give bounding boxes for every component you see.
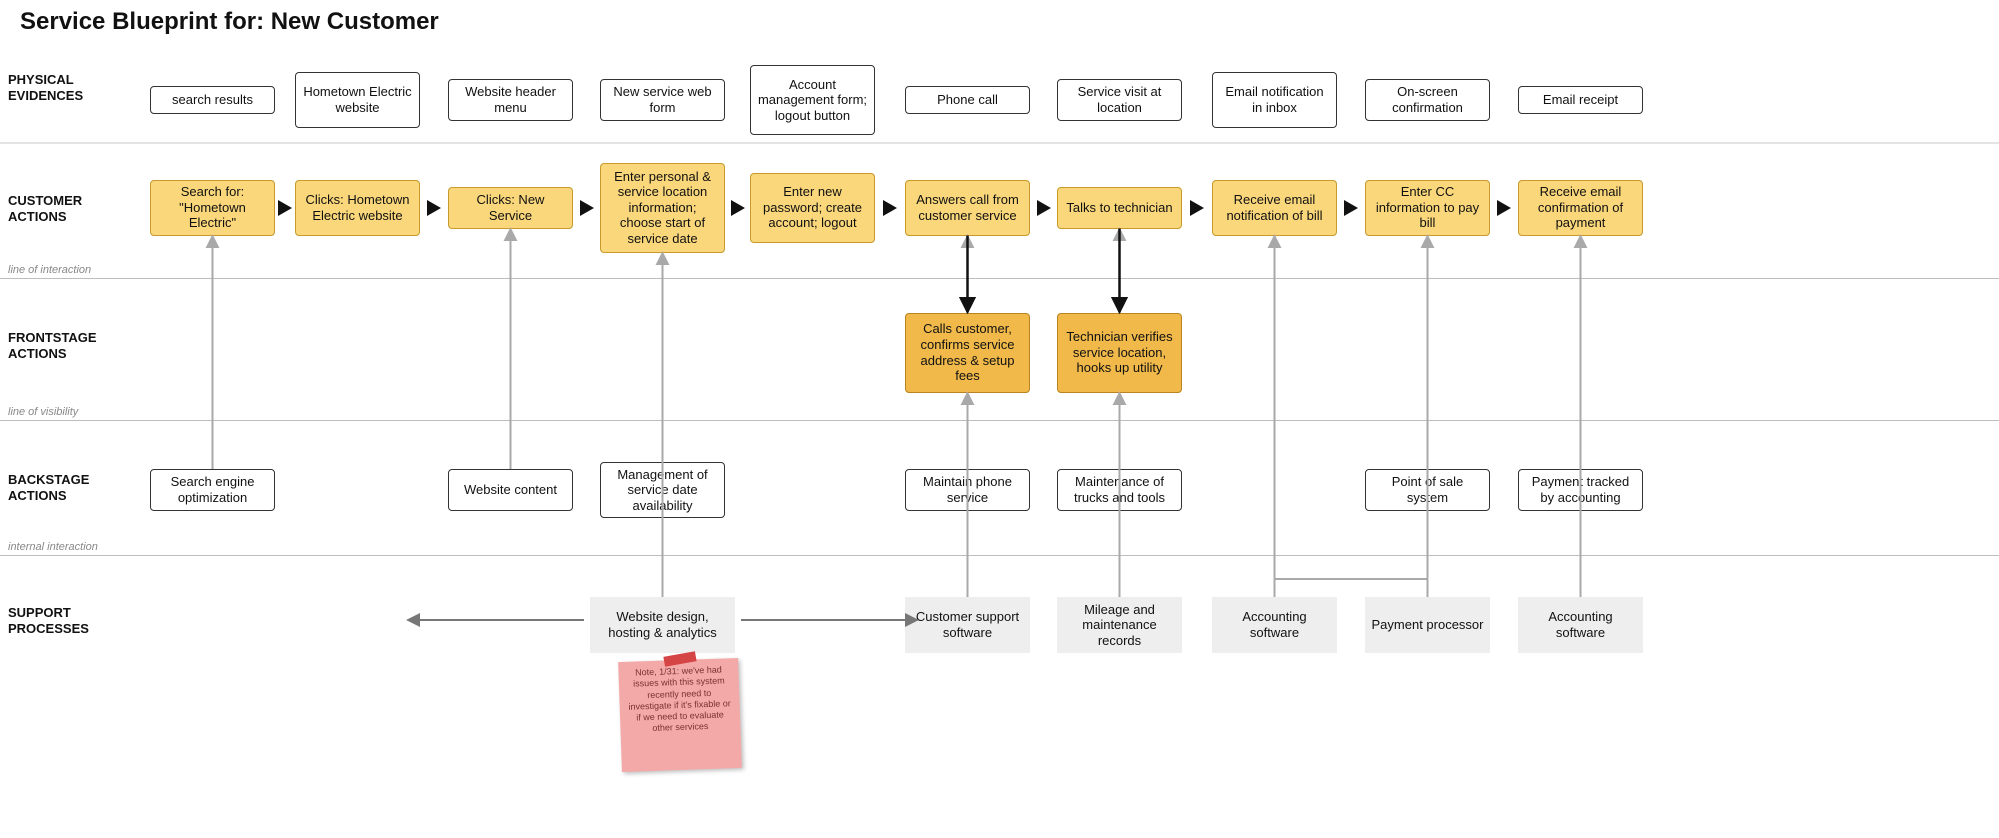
physical-evidence-1: Hometown Electric website — [295, 72, 420, 128]
customer-action-7: Receive email notification of bill — [1212, 180, 1337, 236]
divider-label-internal_interaction: internal interaction — [8, 541, 98, 553]
row-label-support_processes: SUPPORT PROCESSES — [8, 605, 120, 638]
flow-arrow-0-1 — [278, 200, 292, 216]
flow-arrow-3-4 — [731, 200, 745, 216]
flow-arrow-1-2 — [427, 200, 441, 216]
backstage-action-1: Website content — [448, 469, 573, 511]
frontstage-action-0: Calls customer, confirms service address… — [905, 313, 1030, 393]
customer-action-8: Enter CC information to pay bill — [1365, 180, 1490, 236]
backstage-action-4: Maintenance of trucks and tools — [1057, 469, 1182, 511]
row-label-backstage_actions: BACKSTAGE ACTIONS — [8, 472, 120, 505]
support-process-2: Mileage and maintenance records — [1057, 597, 1182, 653]
customer-action-3: Enter personal & service location inform… — [600, 163, 725, 253]
backstage-action-3: Maintain phone service — [905, 469, 1030, 511]
physical-evidence-4: Account management form; logout button — [750, 65, 875, 135]
flow-arrow-2-3 — [580, 200, 594, 216]
support-process-4: Payment processor — [1365, 597, 1490, 653]
divider-below-evidence — [0, 142, 1999, 144]
customer-action-2: Clicks: New Service — [448, 187, 573, 229]
physical-evidence-3: New service web form — [600, 79, 725, 121]
frontstage-action-1: Technician verifies service location, ho… — [1057, 313, 1182, 393]
customer-action-0: Search for: "Hometown Electric" — [150, 180, 275, 236]
physical-evidence-5: Phone call — [905, 86, 1030, 114]
row-label-customer_actions: CUSTOMER ACTIONS — [8, 193, 120, 226]
backstage-action-2: Management of service date availability — [600, 462, 725, 518]
support-process-5: Accounting software — [1518, 597, 1643, 653]
divider-label-line_of_interaction: line of interaction — [8, 264, 91, 276]
canvas: Service Blueprint for: New Customer PHYS… — [0, 0, 1999, 838]
physical-evidence-6: Service visit at location — [1057, 79, 1182, 121]
row-label-frontstage_actions: FRONTSTAGE ACTIONS — [8, 330, 120, 363]
row-label-physical_evidences: PHYSICAL EVIDENCES — [8, 72, 120, 105]
physical-evidence-9: Email receipt — [1518, 86, 1643, 114]
divider-line_of_visibility — [0, 420, 1999, 421]
physical-evidence-2: Website header menu — [448, 79, 573, 121]
sticky-note: Note, 1/31: we've had issues with this s… — [618, 658, 742, 772]
page-title: Service Blueprint for: New Customer — [20, 8, 439, 36]
divider-line_of_interaction — [0, 278, 1999, 279]
backstage-action-0: Search engine optimization — [150, 469, 275, 511]
flow-arrow-8-9 — [1497, 200, 1511, 216]
customer-action-6: Talks to technician — [1057, 187, 1182, 229]
backstage-action-6: Payment tracked by accounting — [1518, 469, 1643, 511]
flow-arrow-5-6 — [1037, 200, 1051, 216]
customer-action-9: Receive email confirmation of payment — [1518, 180, 1643, 236]
support-process-3: Accounting software — [1212, 597, 1337, 653]
divider-label-line_of_visibility: line of visibility — [8, 406, 78, 418]
customer-action-1: Clicks: Hometown Electric website — [295, 180, 420, 236]
divider-internal_interaction — [0, 555, 1999, 556]
flow-arrow-7-8 — [1344, 200, 1358, 216]
physical-evidence-0: search results — [150, 86, 275, 114]
physical-evidence-8: On-screen confirmation — [1365, 79, 1490, 121]
physical-evidence-7: Email notification in inbox — [1212, 72, 1337, 128]
support-process-0: Website design, hosting & analytics — [590, 597, 735, 653]
flow-arrow-4-5 — [883, 200, 897, 216]
customer-action-4: Enter new password; create account; logo… — [750, 173, 875, 243]
backstage-action-5: Point of sale system — [1365, 469, 1490, 511]
flow-arrow-6-7 — [1190, 200, 1204, 216]
customer-action-5: Answers call from customer service — [905, 180, 1030, 236]
support-process-1: Customer support software — [905, 597, 1030, 653]
